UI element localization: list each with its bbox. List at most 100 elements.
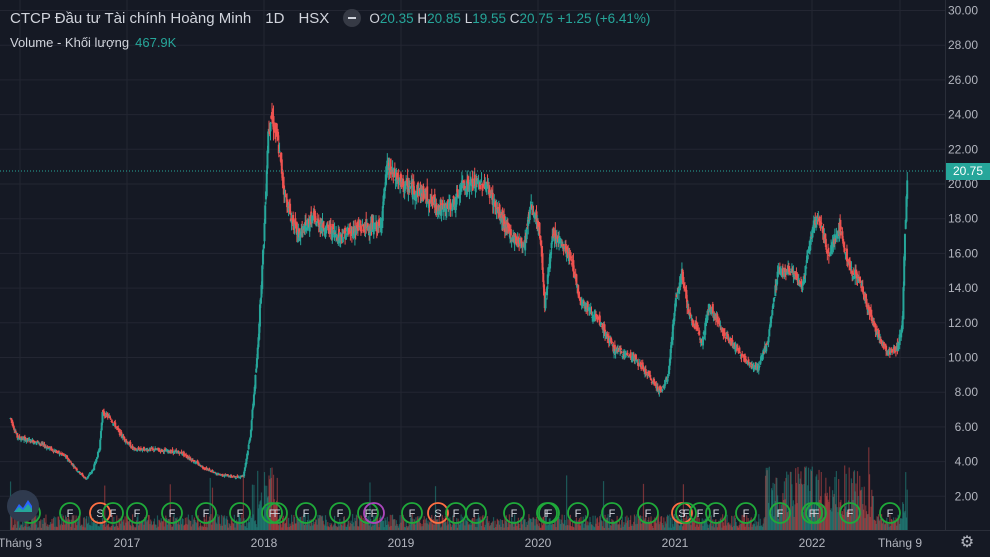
volume-bar <box>602 481 605 530</box>
volume-bar <box>417 518 419 530</box>
candle-body <box>689 312 692 316</box>
volume-bar <box>211 524 213 530</box>
volume-bar <box>285 519 287 530</box>
volume-bar <box>599 514 602 530</box>
volume-bar <box>491 522 493 530</box>
volume-bar <box>609 524 611 530</box>
event-marker-label: F <box>453 508 460 520</box>
candle-body <box>671 324 674 340</box>
candle-body <box>472 184 475 187</box>
volume-bar <box>582 516 584 530</box>
candle-body <box>341 236 344 243</box>
volume-legend[interactable]: Volume - Khối lượng 467.9K <box>10 35 176 50</box>
candle-body <box>732 344 735 346</box>
volume-bar <box>99 521 101 530</box>
volume-bar <box>570 526 572 530</box>
candle-body <box>530 204 533 210</box>
candle-body <box>100 422 103 431</box>
candle-body <box>766 343 769 345</box>
volume-bar <box>159 520 161 530</box>
volume-bar <box>370 519 372 530</box>
volume-bar <box>461 523 463 530</box>
volume-bar <box>778 509 780 530</box>
volume-bar <box>428 522 431 530</box>
candle-body <box>852 273 855 275</box>
candle-body <box>91 470 94 472</box>
candle-body <box>304 222 307 232</box>
volume-bar <box>60 523 62 530</box>
volume-bar <box>738 525 740 530</box>
candle-body <box>738 347 741 350</box>
volume-bar <box>453 522 455 530</box>
volume-bar <box>389 514 391 530</box>
candle-body <box>676 292 679 294</box>
volume-bar <box>862 509 865 530</box>
volume-bar <box>415 517 417 530</box>
volume-bar <box>54 526 56 530</box>
volume-bar <box>349 526 351 530</box>
time-axis[interactable] <box>0 530 990 557</box>
candle-body <box>812 226 815 233</box>
volume-bar <box>45 514 47 530</box>
tradingview-logo-icon[interactable] <box>7 490 39 522</box>
volume-bar <box>897 514 899 530</box>
candle-body <box>641 362 644 370</box>
volume-bar <box>589 516 591 530</box>
volume-bar <box>781 503 783 530</box>
candle-body <box>636 359 639 363</box>
volume-bar <box>245 520 247 530</box>
candle-body <box>716 314 719 323</box>
event-marker-label: F <box>134 508 141 520</box>
volume-bar <box>318 518 320 530</box>
candle-body <box>842 245 845 248</box>
volume-bar <box>309 526 312 530</box>
volume-bar <box>561 514 563 530</box>
volume-bar <box>440 527 442 530</box>
volume-bar <box>691 521 693 530</box>
volume-bar <box>887 523 889 530</box>
candle-body <box>111 421 114 423</box>
candle-body <box>114 422 117 428</box>
volume-bar <box>798 484 801 530</box>
candle-body <box>894 347 897 349</box>
candle-body <box>560 241 563 243</box>
candle-body <box>143 449 146 451</box>
candle-body <box>471 178 474 184</box>
volume-bar <box>396 523 398 530</box>
volume-bar <box>800 471 802 530</box>
candle-body <box>816 215 819 217</box>
candle-body <box>191 459 194 462</box>
price-axis[interactable] <box>945 0 990 530</box>
candle-body <box>535 211 538 223</box>
candle-body <box>890 351 893 353</box>
volume-bar <box>838 479 840 530</box>
volume-bar <box>227 527 229 530</box>
candle-body <box>761 356 764 358</box>
volume-bar <box>880 514 882 530</box>
volume-bar <box>557 514 559 530</box>
volume-bar <box>581 522 584 530</box>
volume-bar <box>265 506 267 530</box>
volume-bar <box>22 527 24 530</box>
volume-bar <box>679 525 681 530</box>
candle-body <box>175 450 178 452</box>
volume-bar <box>758 514 760 530</box>
minimize-icon[interactable] <box>343 9 362 27</box>
volume-bar <box>628 526 630 530</box>
symbol-legend[interactable]: CTCP Đầu tư Tài chính Hoàng Minh 1D HSX … <box>10 9 650 27</box>
candle-body <box>249 429 252 438</box>
volume-bar <box>333 524 335 530</box>
interval-label[interactable]: 1D <box>265 9 285 27</box>
candle-body <box>252 394 255 406</box>
volume-bar <box>538 523 541 530</box>
volume-bar <box>464 525 466 530</box>
volume-bar <box>472 518 474 530</box>
volume-bar <box>382 520 385 530</box>
volume-bar <box>760 525 762 530</box>
volume-bar <box>237 521 239 530</box>
volume-bar <box>482 515 484 530</box>
gear-icon[interactable]: ⚙ <box>959 534 975 551</box>
volume-bar <box>275 502 277 530</box>
